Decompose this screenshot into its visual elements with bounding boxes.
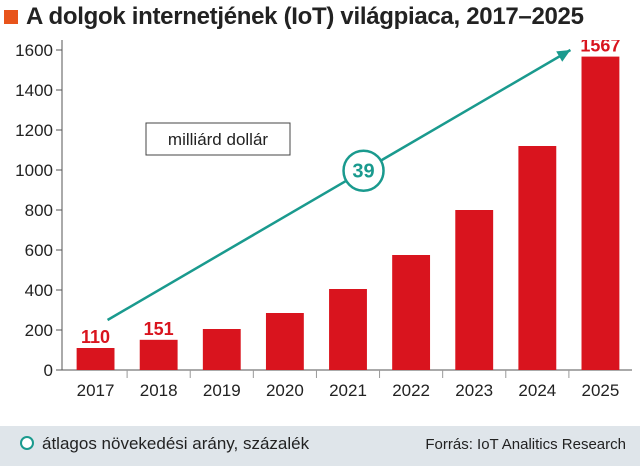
x-tick-label-2024: 2024 [518,381,556,400]
trend-arrow-line [106,48,572,322]
trend-label: 39 [352,161,374,183]
y-tick-label-1400: 1400 [15,81,53,100]
x-tick-label-2019: 2019 [203,381,241,400]
bar-2017 [76,348,115,370]
chart-title: A dolgok internetjének (IoT) világpiaca,… [26,3,584,30]
y-tick-label-1000: 1000 [15,161,53,180]
y-tick-label-800: 800 [25,201,53,220]
y-tick-label-600: 600 [25,241,53,260]
bar-2021 [329,289,367,370]
unit-label-box [145,122,291,156]
source-text: Forrás: IoT Analitics Research [425,436,626,453]
x-tick-label-2018: 2018 [140,381,178,400]
x-tick-label-2017: 2017 [77,381,115,400]
bar-2022 [392,255,431,370]
title-row: A dolgok internetjének (IoT) világpiaca,… [0,0,640,40]
bar-chart: 0 200 400 600 800 1000 1200 1400 1600 2017 2018 201… [15,40,632,400]
title-marker [4,10,18,24]
y-tick-label-0: 0 [44,361,53,380]
unit-label: milliárd dollár [168,130,268,149]
x-tick-label-2023: 2023 [455,381,493,400]
y-tick-label-1600: 1600 [15,41,53,60]
y-tick-label-400: 400 [25,281,53,300]
bar-2018 [139,339,178,370]
y-tick-label-1200: 1200 [15,121,53,140]
x-tick-label-2022: 2022 [392,381,430,400]
trend-arrow-head [556,50,571,62]
legend-text: átlagos növekedési arány, százalék [42,434,310,453]
bar-2025 [581,56,620,370]
x-tick-label-2021: 2021 [329,381,367,400]
data-label-2017: 110 [81,327,110,347]
footer: átlagos növekedési arány, százalék Forrá… [0,426,640,466]
bar-2023 [455,210,494,370]
data-label-2025: 1567 [580,40,620,56]
trend-circle [342,149,385,192]
y-tick-label-200: 200 [25,321,53,340]
bar-2020 [265,313,304,370]
legend-circle-icon [20,436,34,450]
x-tick-label-2025: 2025 [582,381,620,400]
bar-2024 [518,146,557,370]
x-tick-label-2020: 2020 [266,381,304,400]
bar-2019 [202,329,241,370]
data-label-2018: 151 [144,319,174,339]
